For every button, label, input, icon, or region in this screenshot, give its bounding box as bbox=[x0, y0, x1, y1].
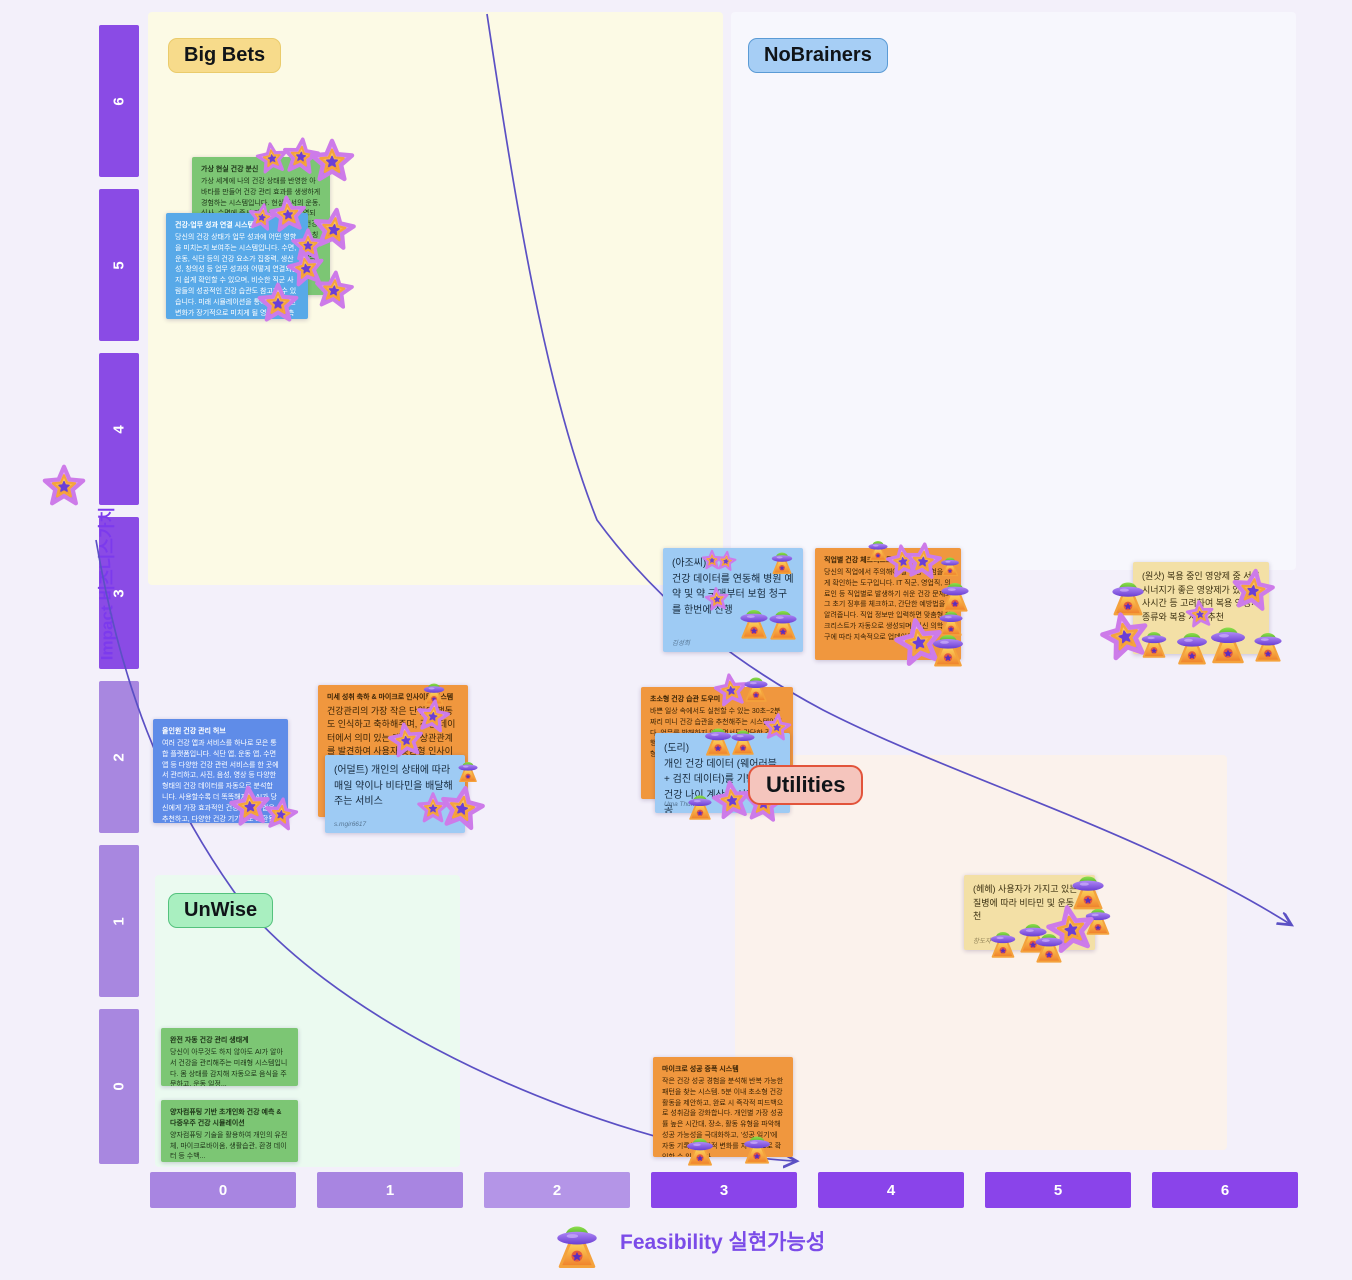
note-title: 가상 현실 건강 분신 bbox=[201, 166, 259, 173]
ufo-sticker-icon[interactable] bbox=[1203, 615, 1253, 665]
star-legend-icon bbox=[41, 463, 87, 509]
x-tick-5: 5 bbox=[985, 1172, 1131, 1208]
ufo-sticker-icon[interactable] bbox=[1248, 623, 1288, 663]
ufo-sticker-icon[interactable] bbox=[739, 669, 773, 703]
y-tick-6: 6 bbox=[99, 25, 139, 177]
utilities-quadrant-bg bbox=[735, 755, 1227, 1150]
impact-axis-label: Impact 비즈니스가치 bbox=[97, 506, 117, 661]
ufo-sticker-icon[interactable] bbox=[726, 722, 760, 756]
note-author: 창도자 bbox=[973, 938, 991, 945]
y-tick-4: 4 bbox=[99, 353, 139, 505]
note-body: 양자컴퓨팅 기술을 활용하여 개인의 유전체, 마이크로바이옴, 생활습관, 환… bbox=[170, 1131, 288, 1161]
ufo-sticker-icon[interactable] bbox=[1136, 623, 1172, 659]
star-sticker-icon[interactable] bbox=[703, 585, 732, 614]
feasibility-axis-label: Feasibility 실현가능성 bbox=[620, 1231, 826, 1254]
star-sticker-icon[interactable] bbox=[761, 711, 794, 744]
note-body: 당신의 건강 상태가 업무 성과에 어떤 영향을 미치는지 보여주는 시스템입니… bbox=[175, 233, 299, 317]
note-title: 건강-업무 성과 연결 시스템 bbox=[175, 222, 255, 229]
star-sticker-icon[interactable] bbox=[385, 719, 428, 762]
note-author: s.mgir6617 bbox=[334, 821, 367, 828]
star-sticker-icon[interactable] bbox=[1227, 564, 1279, 616]
note-title: 마이크로 성공 증폭 시스템 bbox=[662, 1066, 739, 1073]
utilities-label[interactable]: Utilities bbox=[748, 765, 864, 805]
ufo-sticker-icon[interactable] bbox=[1029, 924, 1069, 964]
nobrainers-quadrant-bg bbox=[731, 12, 1296, 570]
ufo-sticker-icon[interactable] bbox=[926, 624, 970, 668]
y-tick-5: 5 bbox=[99, 189, 139, 341]
ufo-sticker-icon[interactable] bbox=[681, 1129, 719, 1167]
ufo-sticker-icon[interactable] bbox=[763, 601, 803, 641]
note-title: 완전 자동 건강 관리 생태계 bbox=[170, 1037, 249, 1044]
impact-axis-legend: Impact 비즈니스가치 bbox=[40, 463, 117, 660]
star-sticker-icon[interactable] bbox=[261, 794, 302, 835]
note-work-link[interactable]: 건강-업무 성과 연결 시스템 당신의 건강 상태가 업무 성과에 어떤 영향을… bbox=[166, 213, 308, 319]
y-tick-2: 2 bbox=[99, 681, 139, 833]
note-body: 당신이 아무것도 하지 않아도 AI가 알아서 건강을 관리해주는 미래형 시스… bbox=[170, 1048, 288, 1086]
star-sticker-icon[interactable] bbox=[434, 780, 490, 836]
unwise-label[interactable]: UnWise bbox=[168, 893, 274, 928]
ufo-sticker-icon[interactable] bbox=[738, 1127, 776, 1165]
y-tick-0: 0 bbox=[99, 1009, 139, 1164]
ufo-sticker-icon[interactable] bbox=[767, 545, 797, 575]
star-sticker-icon[interactable] bbox=[308, 137, 356, 185]
note-author: 김성희 bbox=[672, 640, 690, 647]
ufo-legend-icon bbox=[548, 1212, 606, 1270]
x-tick-4: 4 bbox=[818, 1172, 964, 1208]
feasibility-axis-legend: Feasibility 실현가능성 bbox=[548, 1212, 825, 1270]
big-bets-label[interactable]: Big Bets bbox=[168, 38, 282, 73]
x-tick-3: 3 bbox=[651, 1172, 797, 1208]
y-tick-1: 1 bbox=[99, 845, 139, 997]
x-tick-6: 6 bbox=[1152, 1172, 1298, 1208]
x-tick-2: 2 bbox=[484, 1172, 630, 1208]
note-quantum[interactable]: 양자컴퓨팅 기반 초개인화 건강 예측 & 다중우주 건강 시뮬레이션 양자컴퓨… bbox=[161, 1100, 298, 1162]
nobrainers-label[interactable]: NoBrainers bbox=[748, 38, 888, 73]
star-sticker-icon[interactable] bbox=[256, 281, 300, 325]
ufo-sticker-icon[interactable] bbox=[454, 755, 482, 783]
note-title: 양자컴퓨팅 기반 초개인화 건강 예측 & 다중우주 건강 시뮬레이션 bbox=[170, 1109, 282, 1127]
note-title: 올인원 건강 관리 허브 bbox=[162, 728, 226, 735]
note-auto-eco[interactable]: 완전 자동 건강 관리 생태계 당신이 아무것도 하지 않아도 AI가 알아서 … bbox=[161, 1028, 298, 1086]
star-sticker-icon[interactable] bbox=[311, 267, 357, 313]
ufo-sticker-icon[interactable] bbox=[985, 923, 1021, 959]
x-tick-0: 0 bbox=[150, 1172, 296, 1208]
x-tick-1: 1 bbox=[317, 1172, 463, 1208]
star-sticker-icon[interactable] bbox=[714, 549, 739, 574]
